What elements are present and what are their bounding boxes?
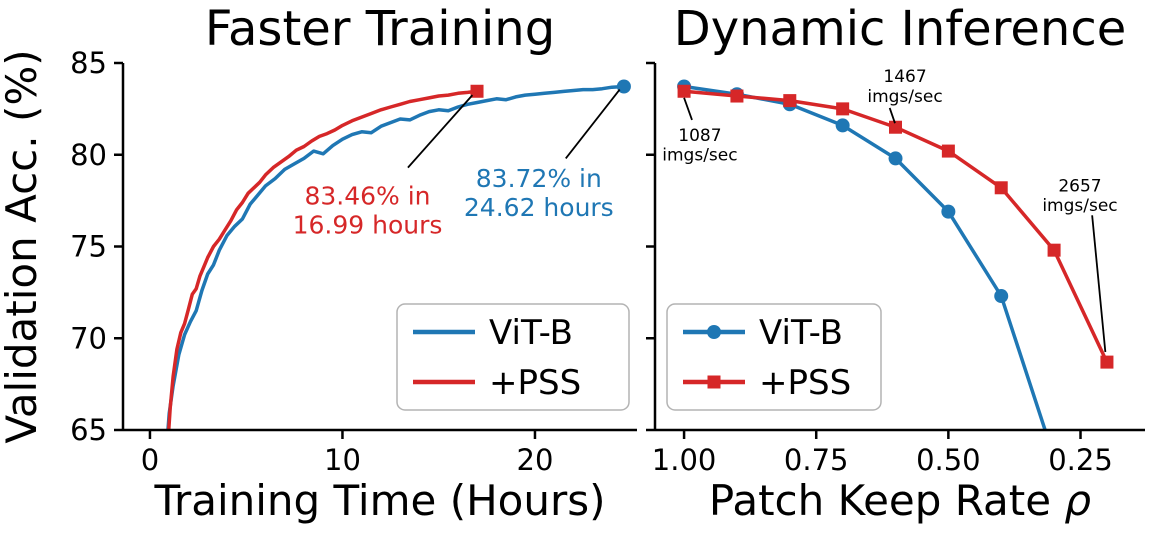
annotation-arrow bbox=[565, 89, 621, 159]
x-tick-label: 0 bbox=[141, 443, 159, 477]
annotation-text: imgs/sec bbox=[662, 146, 737, 166]
marker-square bbox=[707, 375, 721, 389]
marker-square bbox=[889, 120, 903, 134]
marker-square bbox=[941, 144, 955, 158]
x-axis-label: Training Time (Hours) bbox=[153, 476, 605, 525]
marker-circle bbox=[707, 325, 721, 339]
annotation-text: 16.99 hours bbox=[293, 210, 443, 239]
marker-square bbox=[677, 84, 691, 98]
legend-label: +PSS bbox=[759, 363, 851, 403]
marker-circle bbox=[941, 204, 956, 219]
x-tick-label: 0.75 bbox=[784, 443, 849, 477]
annotation-text: imgs/sec bbox=[867, 87, 942, 107]
marker-circle bbox=[994, 289, 1009, 304]
marker-square bbox=[1100, 355, 1114, 369]
legend-label: ViT-B bbox=[489, 313, 573, 353]
marker-square bbox=[470, 84, 484, 98]
annotation-arrow bbox=[888, 107, 896, 124]
annotation-text: imgs/sec bbox=[1042, 196, 1117, 216]
marker-circle bbox=[888, 151, 903, 166]
chart-0: 65 70 75 80 85 0 10 20 Faster Training Training T… bbox=[0, 1, 637, 525]
legend-label: +PSS bbox=[489, 363, 581, 403]
x-tick-label: 0.50 bbox=[916, 443, 981, 477]
annotation-text: 2657 bbox=[1058, 176, 1101, 196]
y-axis-label: Validation Acc. (%) bbox=[0, 49, 46, 443]
y-tick-label: 65 bbox=[70, 413, 107, 447]
marker-square bbox=[783, 94, 797, 108]
annotation-arrow bbox=[683, 97, 693, 121]
chart-title: Dynamic Inference bbox=[674, 1, 1127, 57]
chart-1: 1.00 0.75 0.50 0.25 Dynamic Inference Patch K… bbox=[646, 1, 1145, 525]
chart-title: Faster Training bbox=[205, 1, 555, 57]
y-tick-label: 80 bbox=[70, 138, 107, 172]
series-line-+PSS bbox=[166, 89, 479, 430]
annotation-text: 24.62 hours bbox=[464, 193, 614, 222]
marker-square bbox=[730, 89, 744, 103]
annotation-text: 1087 bbox=[678, 126, 721, 146]
marker-square bbox=[836, 102, 850, 116]
x-tick-label: 0.25 bbox=[1048, 443, 1113, 477]
plot-area bbox=[677, 79, 1114, 430]
annotation-text: 83.46% in bbox=[304, 181, 430, 210]
marker-square bbox=[994, 181, 1008, 195]
annotation-text: 1467 bbox=[883, 67, 926, 87]
x-tick-label: 1.00 bbox=[652, 443, 717, 477]
plot-area bbox=[166, 79, 631, 430]
series-line-ViT-B bbox=[166, 84, 626, 430]
marker-circle bbox=[616, 79, 631, 94]
x-axis-label: Patch Keep Rate ρ bbox=[709, 476, 1092, 525]
marker-circle bbox=[835, 118, 850, 133]
legend-label: ViT-B bbox=[759, 313, 843, 353]
x-tick-label: 10 bbox=[324, 443, 361, 477]
annotation-arrow bbox=[407, 94, 474, 169]
x-tick-label: 20 bbox=[517, 443, 554, 477]
annotation-text: 83.72% in bbox=[476, 164, 602, 193]
y-tick-label: 70 bbox=[70, 321, 107, 355]
y-tick-label: 85 bbox=[70, 46, 107, 80]
annotation-arrow bbox=[1091, 215, 1107, 353]
y-tick-label: 75 bbox=[70, 230, 107, 264]
marker-square bbox=[1047, 243, 1061, 257]
